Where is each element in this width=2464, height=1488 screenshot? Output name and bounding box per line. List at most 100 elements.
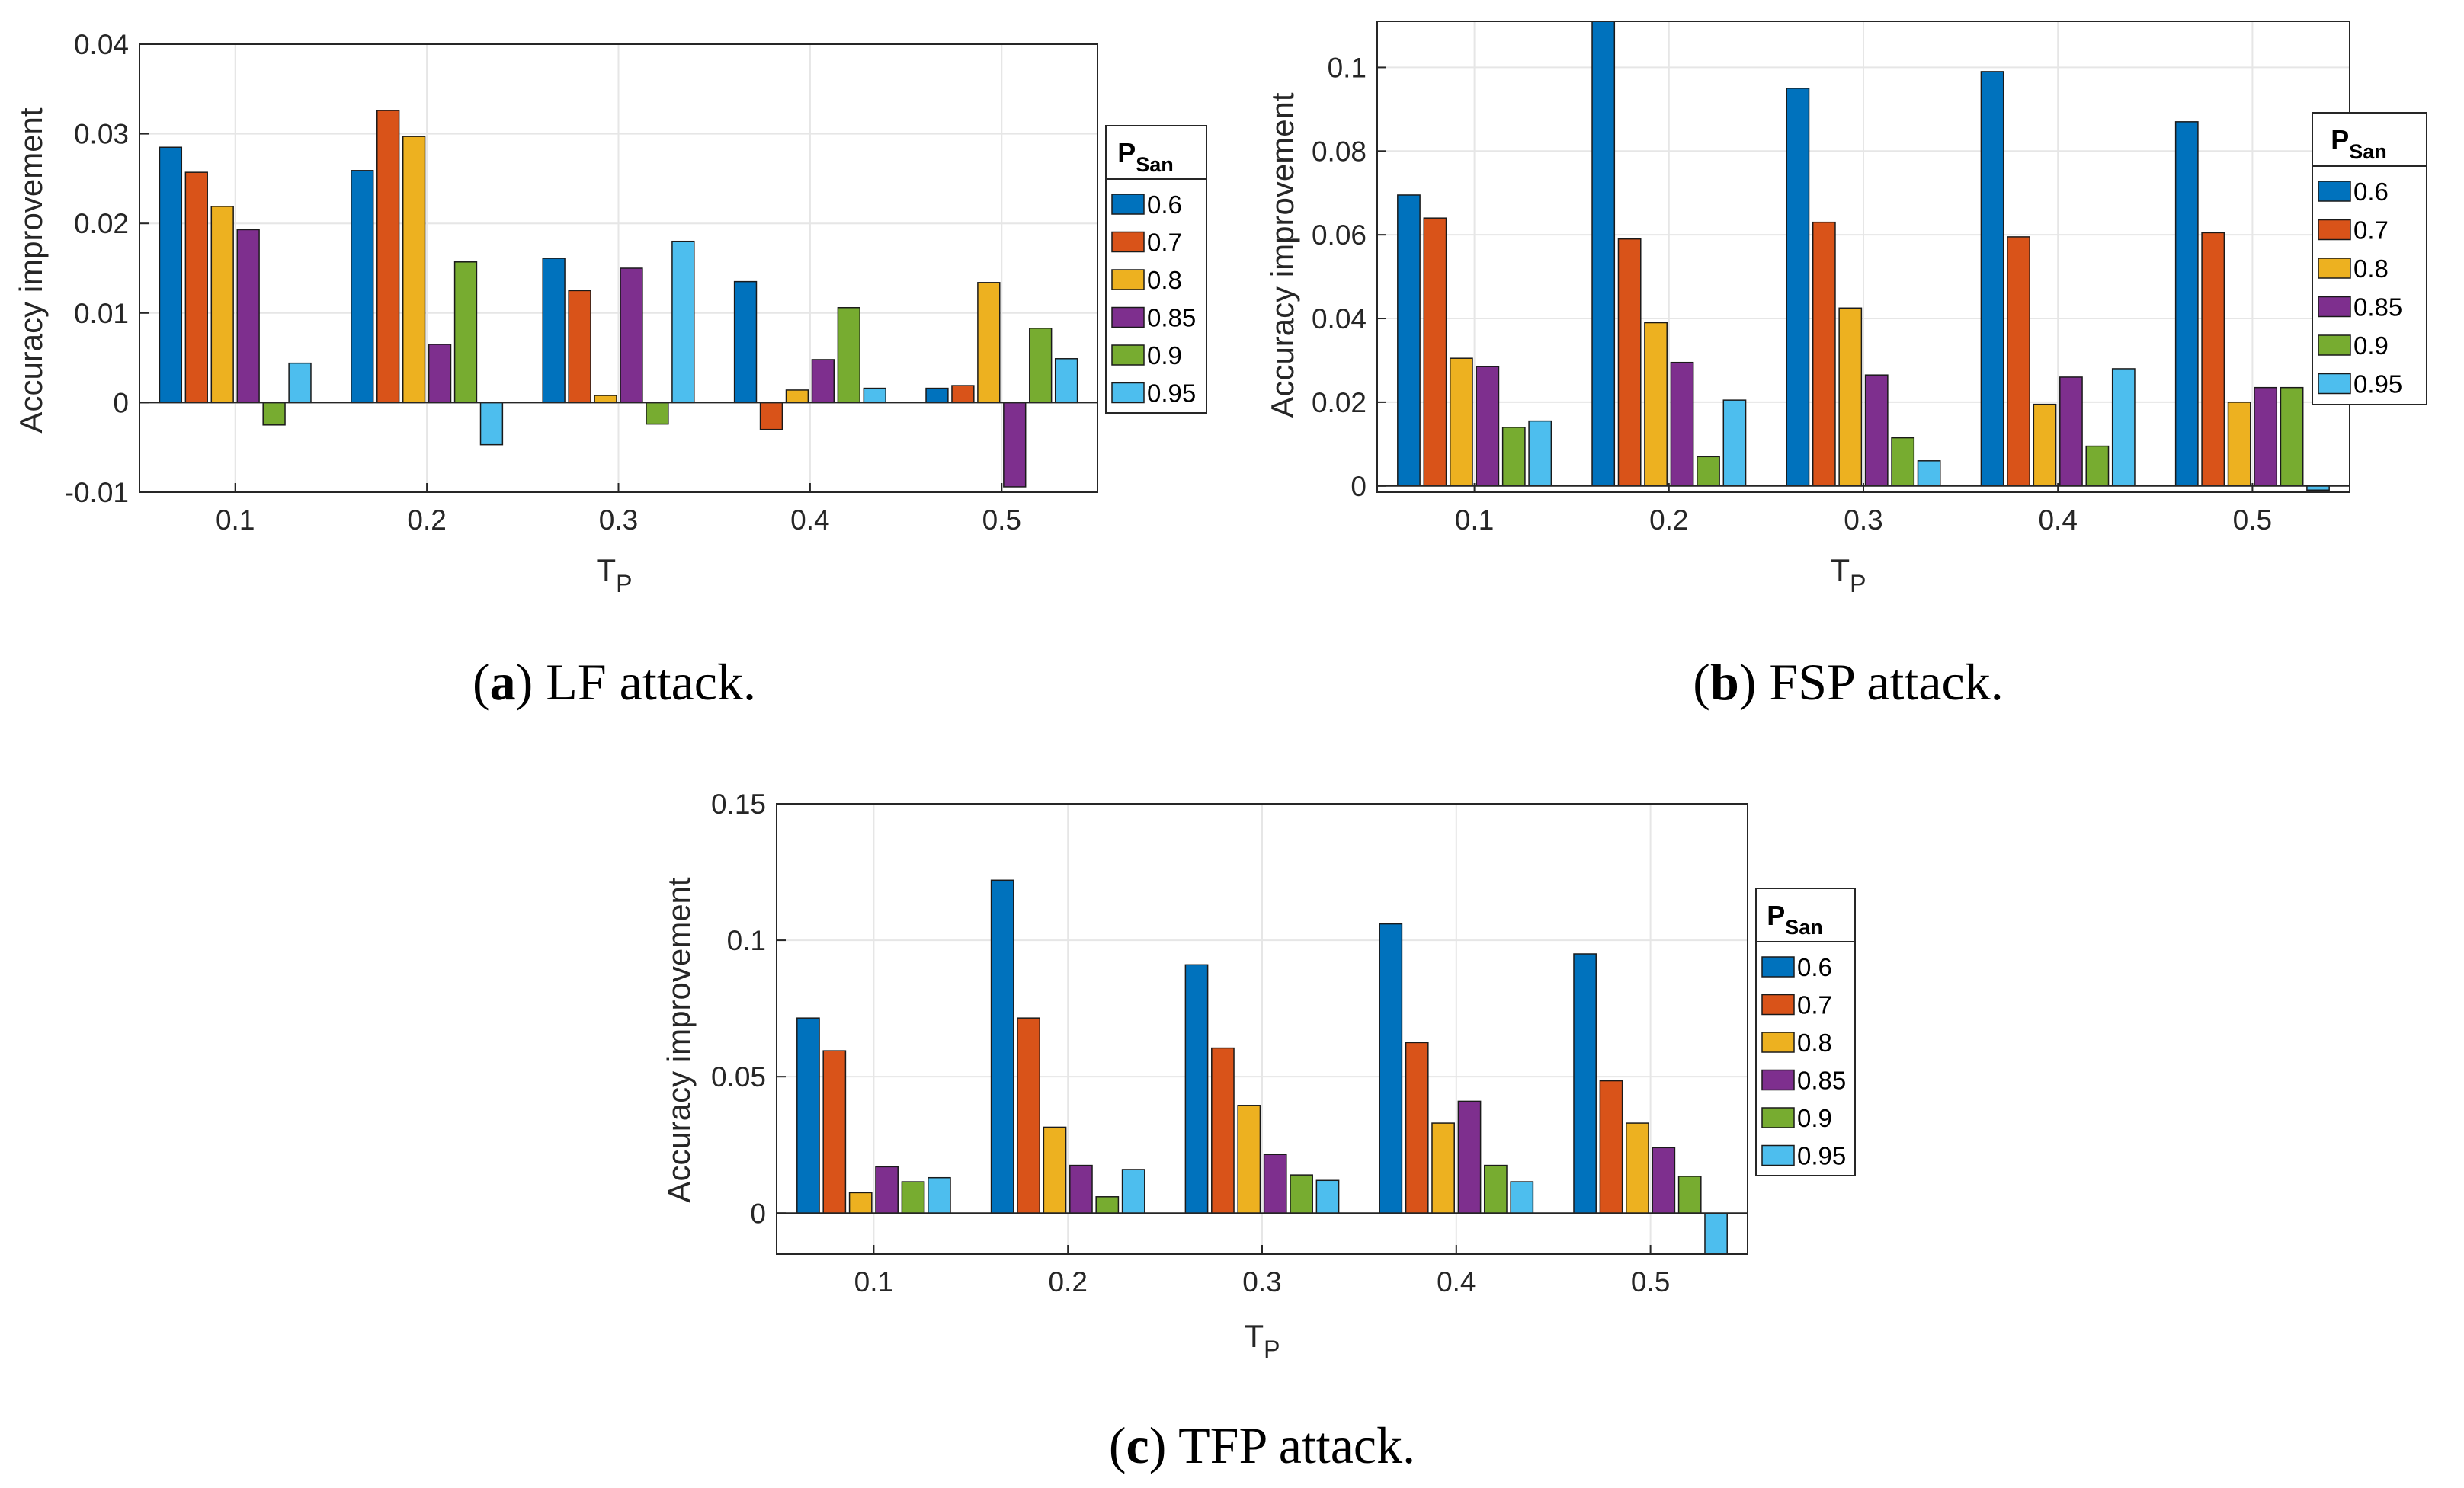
bar-0.4-0.85 (1457, 1100, 1482, 1214)
bar-0.1-0.9 (262, 402, 286, 426)
panel-caption: (c) TFP attack. (1109, 1416, 1415, 1474)
legend: PSan 0.6 0.7 0.8 0.85 0.9 0.95 (1755, 888, 1856, 1176)
bar-0.1-0.7 (1423, 217, 1447, 487)
bar-0.3-0.85 (1263, 1154, 1287, 1214)
bar-0.1-0.6 (159, 146, 183, 404)
y-tick-label: 0.04 (1312, 303, 1367, 334)
bar-0.5-0.8 (1626, 1122, 1649, 1214)
y-tick-label: 0.05 (711, 1061, 766, 1093)
bar-0.2-0.9 (1095, 1196, 1120, 1214)
bar-0.5-0.85 (1652, 1147, 1676, 1214)
bar-0.1-0.85 (236, 229, 260, 404)
y-tick-label: 0 (113, 387, 129, 418)
x-tick-label: 0.3 (1242, 1266, 1281, 1298)
bar-0.5-0.9 (1677, 1176, 1702, 1214)
legend-swatch-0.8 (1761, 1032, 1795, 1053)
y-tick-label: 0.01 (74, 298, 129, 329)
legend-entry-0.85: 0.85 (1147, 304, 1196, 332)
y-tick-label: 0.1 (1328, 52, 1367, 83)
legend-swatch-0.9 (1111, 344, 1145, 366)
bar-0.2-0.9 (453, 261, 478, 404)
legend-swatch-0.7 (1761, 994, 1795, 1016)
legend-swatch-0.7 (2318, 219, 2351, 241)
bar-0.4-0.95 (863, 387, 886, 404)
bar-0.2-0.95 (1722, 399, 1747, 487)
bar-0.5-0.8 (977, 282, 1001, 404)
bar-0.4-0.7 (759, 402, 783, 430)
legend-swatch-0.85 (1761, 1069, 1795, 1091)
y-axis-label: Accuracy improvement (1264, 92, 1300, 418)
bar-0.4-0.6 (733, 280, 758, 404)
bar-0.3-0.95 (671, 240, 695, 404)
bar-0.4-0.6 (1980, 71, 2004, 487)
bar-0.5-0.85 (2254, 386, 2278, 487)
bar-0.4-0.9 (837, 306, 860, 404)
bar-0.4-0.8 (1431, 1122, 1455, 1214)
x-tick-label: 0.1 (216, 504, 255, 536)
bar-0.4-0.7 (1405, 1042, 1429, 1214)
bar-0.3-0.95 (1315, 1179, 1340, 1214)
legend-swatch-0.85 (1111, 306, 1145, 328)
legend-entry-0.9: 0.9 (1797, 1104, 1832, 1132)
bar-0.3-0.7 (1211, 1047, 1235, 1214)
bar-0.3-0.9 (646, 402, 669, 425)
bar-0.2-0.6 (351, 170, 374, 404)
y-tick-label: 0.1 (727, 925, 766, 956)
bar-0.4-0.7 (2007, 236, 2030, 487)
legend-entry-0.8: 0.8 (1797, 1029, 1832, 1057)
bar-0.2-0.9 (1697, 456, 1720, 487)
legend-entry-0.95: 0.95 (2353, 370, 2402, 398)
bar-0.2-0.85 (1670, 361, 1694, 487)
bar-0.2-0.95 (1121, 1169, 1145, 1214)
bar-0.3-0.85 (620, 267, 643, 404)
legend-entry-0.6: 0.6 (1147, 190, 1182, 219)
legend: PSan 0.6 0.7 0.8 0.85 0.9 0.95 (1105, 125, 1207, 414)
bar-0.4-0.95 (2111, 368, 2136, 487)
bar-0.1-0.8 (1449, 357, 1473, 487)
bar-0.3-0.7 (568, 290, 591, 404)
y-tick-label: 0.02 (1312, 387, 1367, 418)
legend-entry-0.9: 0.9 (1147, 341, 1182, 370)
bar-0.3-0.8 (594, 395, 617, 404)
x-tick-label: 0.4 (1437, 1266, 1476, 1298)
bar-0.5-0.95 (1054, 358, 1078, 404)
bar-0.3-0.8 (1838, 307, 1863, 487)
bar-0.4-0.8 (785, 389, 809, 404)
x-tick-label: 0.2 (1048, 1266, 1087, 1298)
legend-swatch-0.95 (1761, 1144, 1795, 1166)
bar-0.5-0.6 (925, 387, 949, 404)
bar-0.1-0.7 (184, 171, 208, 404)
legend-entry-0.7: 0.7 (1797, 991, 1832, 1019)
y-axis-label: Accuracy improvement (661, 877, 697, 1202)
x-tick-label: 0.2 (1649, 504, 1688, 536)
x-axis-label: TP (597, 552, 633, 597)
x-tick-label: 0.1 (1455, 504, 1494, 536)
x-tick-label: 0.5 (2233, 504, 2272, 536)
bar-0.2-0.8 (402, 136, 426, 404)
x-axis-label: TP (1245, 1318, 1280, 1363)
bar-0.4-0.9 (2085, 445, 2110, 487)
legend-swatch-0.95 (1111, 382, 1145, 404)
bar-0.5-0.7 (2201, 232, 2225, 487)
bar-0.3-0.85 (1864, 374, 1889, 487)
y-axis-label: Accuracy improvement (13, 107, 49, 433)
bar-0.1-0.9 (901, 1181, 925, 1214)
bar-0.1-0.7 (822, 1050, 847, 1214)
bar-0.1-0.6 (1397, 194, 1421, 487)
bar-0.5-0.9 (1029, 328, 1053, 404)
legend-title: PSan (1117, 137, 1174, 176)
bar-0.2-0.7 (1017, 1017, 1040, 1214)
panel-caption: (a) LF attack. (473, 653, 756, 711)
y-tick-label: 0.02 (74, 208, 129, 239)
bar-0.1-0.6 (796, 1017, 820, 1214)
legend-swatch-0.95 (2318, 373, 2351, 395)
bar-0.2-0.85 (1069, 1164, 1093, 1214)
legend-entry-0.9: 0.9 (2353, 331, 2389, 360)
x-tick-label: 0.5 (1631, 1266, 1670, 1298)
bar-0.1-0.8 (210, 206, 234, 404)
legend-swatch-0.8 (1111, 269, 1145, 290)
bar-0.3-0.95 (1917, 460, 1941, 487)
panel-lf-attack: Accuracy improvement TP (a) LF attack. -… (13, 29, 1207, 711)
panel-fsp-attack: Accuracy improvement TP (b) FSP attack. … (1264, 21, 2427, 711)
